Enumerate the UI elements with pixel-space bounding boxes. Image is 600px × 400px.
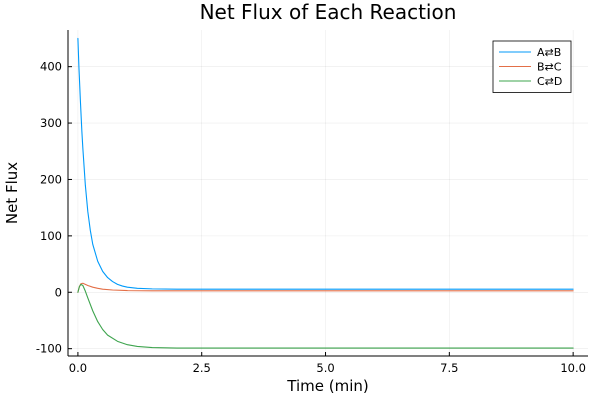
series-line bbox=[77, 37, 574, 290]
legend-label: C⇄D bbox=[537, 75, 562, 88]
grid bbox=[68, 30, 588, 356]
x-tick-label: 0.0 bbox=[69, 361, 87, 375]
x-tick-label: 2.5 bbox=[193, 361, 211, 375]
legend: A⇄B B⇄CC⇄D bbox=[492, 40, 572, 93]
y-tick-label: 100 bbox=[40, 229, 62, 243]
series-group bbox=[77, 37, 574, 349]
series-line bbox=[77, 283, 574, 349]
y-axis-label: Net Flux bbox=[3, 162, 21, 224]
legend-label: A⇄B bbox=[537, 46, 561, 59]
y-tick-label: 200 bbox=[40, 172, 62, 186]
x-tick-label: 5.0 bbox=[316, 361, 334, 375]
x-axis-label: Time (min) bbox=[286, 377, 368, 395]
plot-frame bbox=[67, 30, 588, 357]
x-tick-label: 10.0 bbox=[560, 361, 586, 375]
series-line bbox=[77, 282, 574, 293]
x-tick-label: 7.5 bbox=[440, 361, 458, 375]
legend-label: B⇄C bbox=[537, 61, 562, 74]
y-tick-label: -100 bbox=[36, 342, 62, 356]
y-tick-label: 0 bbox=[55, 285, 62, 299]
y-tick-label: 400 bbox=[40, 60, 62, 74]
y-tick-label: 300 bbox=[40, 116, 62, 130]
chart-title: Net Flux of Each Reaction bbox=[200, 0, 457, 24]
ticks: 0.0 2.5 5.0 7.5 10.0 -100 0 100 200 300 400 bbox=[36, 60, 586, 375]
